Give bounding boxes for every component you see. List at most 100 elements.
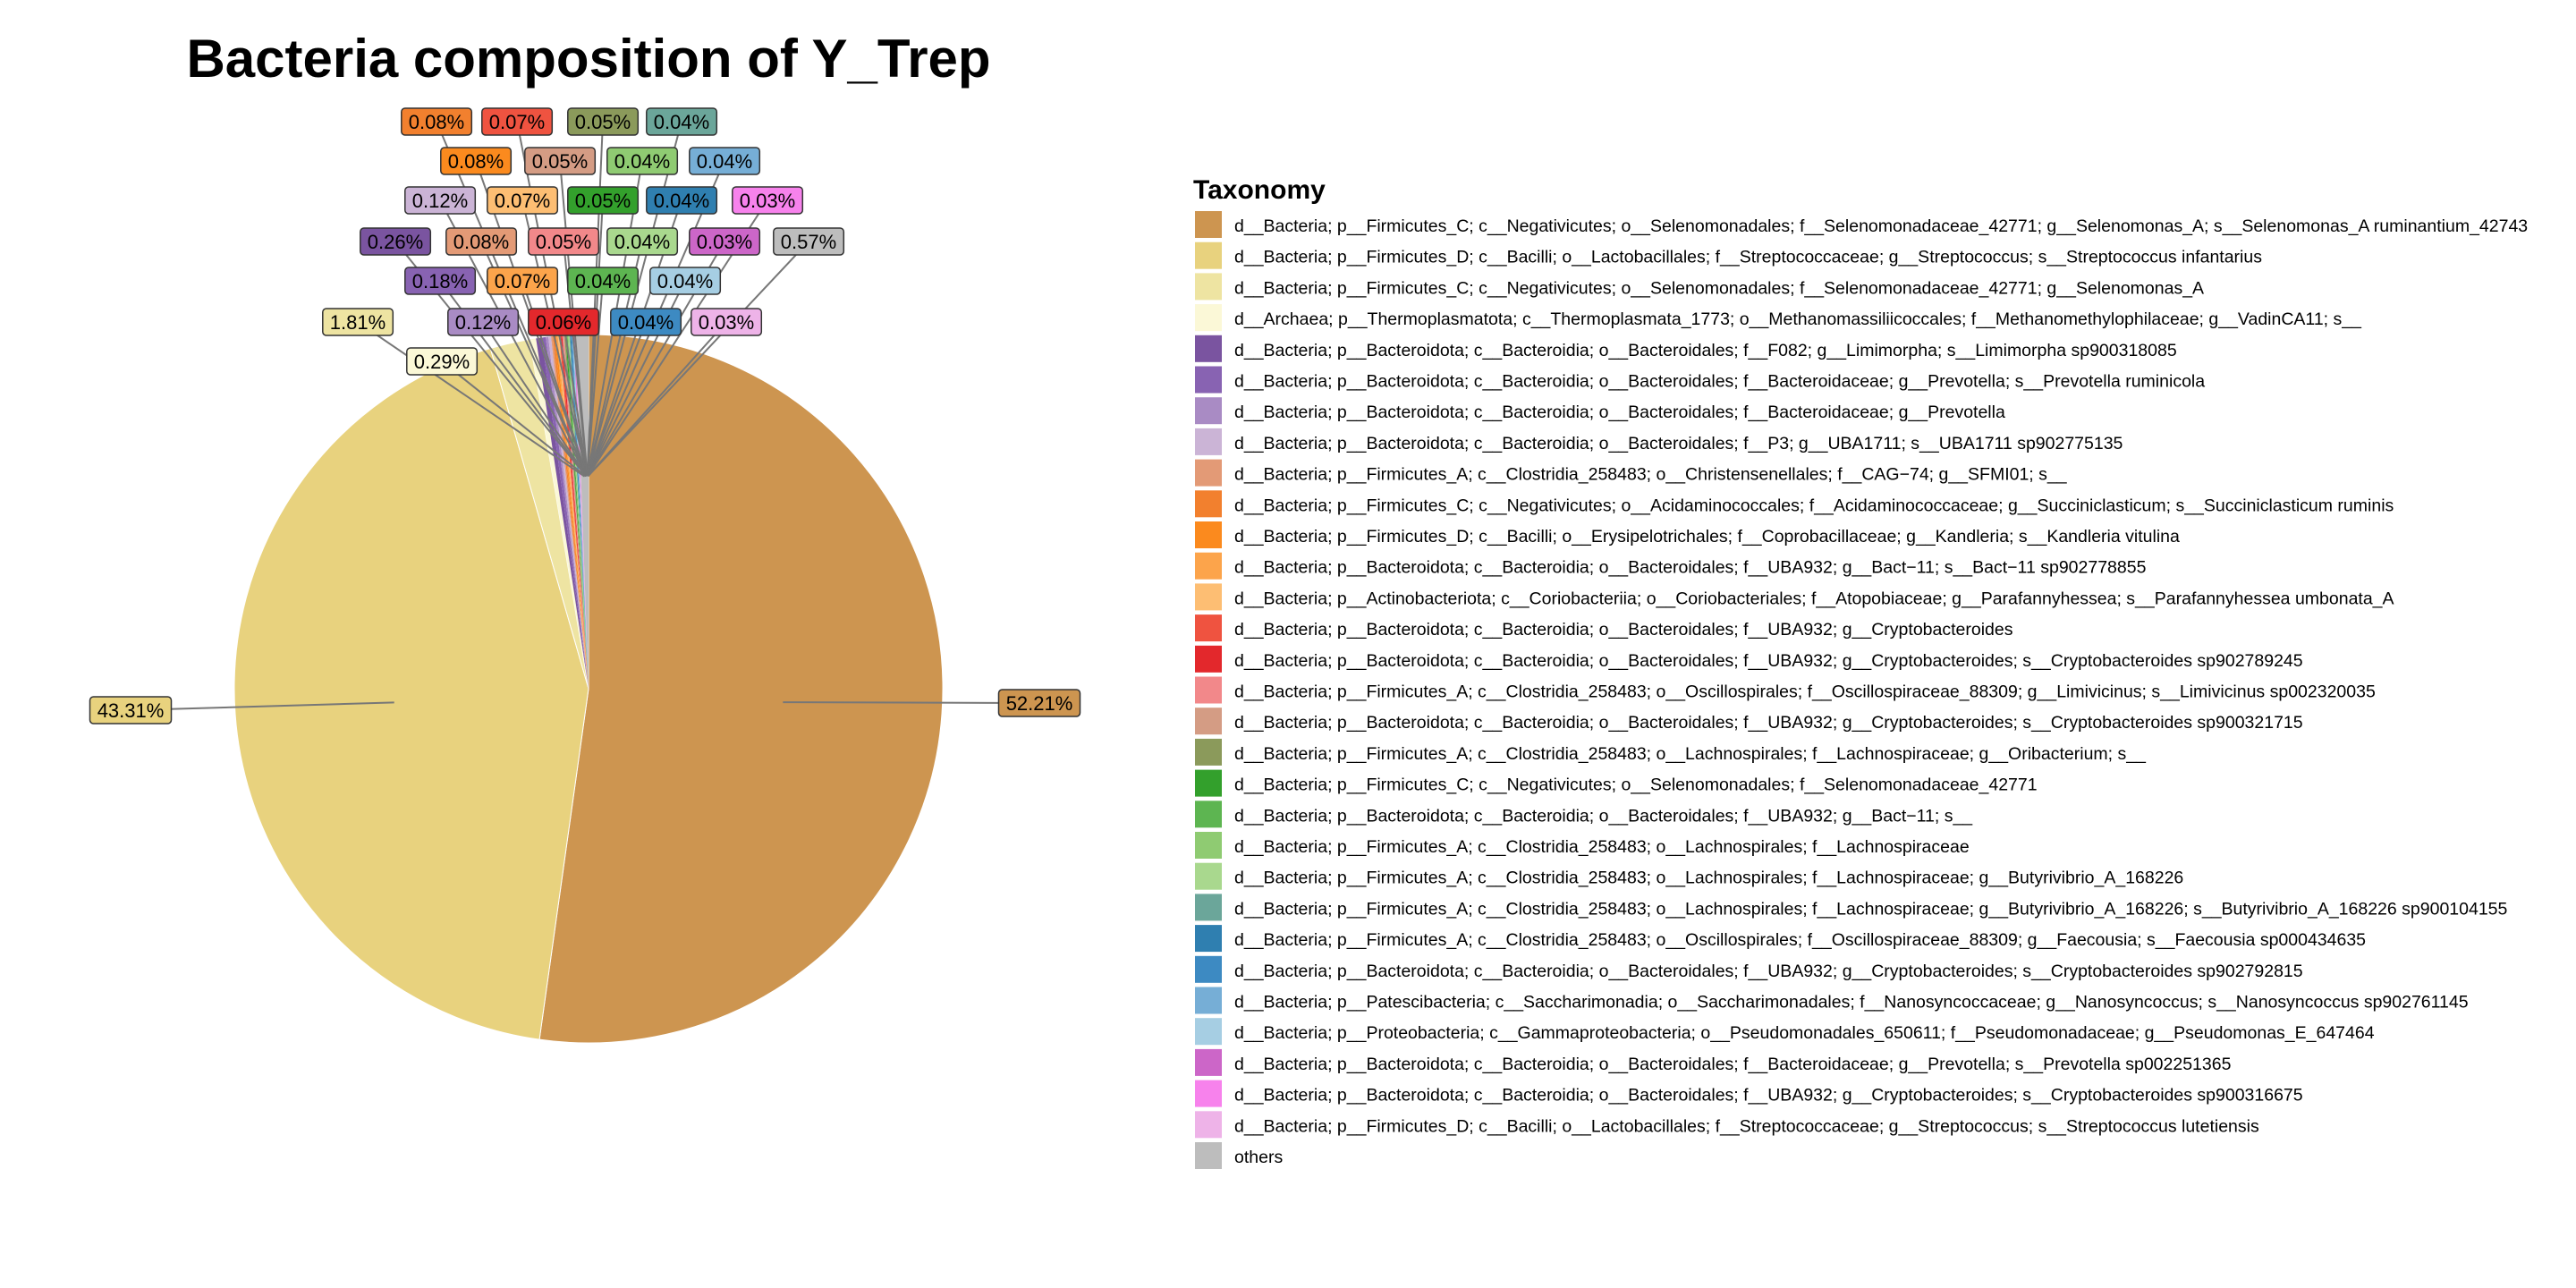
svg-text:0.07%: 0.07%	[489, 111, 545, 133]
legend-key	[1195, 552, 1222, 580]
pie-slice-29	[574, 335, 589, 689]
legend-item-18: d__Bacteria; p__Firmicutes_A; c__Clostri…	[1195, 738, 2147, 766]
svg-text:0.29%: 0.29%	[414, 351, 470, 373]
legend-item-23: d__Bacteria; p__Firmicutes_A; c__Clostri…	[1195, 894, 2508, 921]
legend-label: d__Bacteria; p__Bacteroidota; c__Bactero…	[1234, 434, 2123, 453]
legend-item-19: d__Bacteria; p__Firmicutes_C; c__Negativ…	[1195, 769, 2038, 797]
pct-label-20: 0.04%	[567, 267, 640, 295]
legend-key	[1195, 1142, 1222, 1169]
legend-label: d__Bacteria; p__Firmicutes_C; c__Negativ…	[1234, 496, 2394, 515]
legend-label: d__Bacteria; p__Bacteroidota; c__Bactero…	[1234, 372, 2205, 392]
pct-label-18: 0.05%	[567, 107, 640, 136]
legend-key	[1195, 335, 1222, 362]
pie-slice-10	[553, 335, 589, 689]
svg-text:1.81%: 1.81%	[330, 311, 386, 334]
legend-label: d__Bacteria; p__Bacteroidota; c__Bactero…	[1234, 402, 2005, 422]
pie-slice-9	[551, 336, 589, 689]
leader-line-2	[130, 701, 394, 711]
legend-label: d__Bacteria; p__Firmicutes_D; c__Bacilli…	[1234, 527, 2180, 547]
legend-item-10: d__Bacteria; p__Firmicutes_C; c__Negativ…	[1195, 490, 2394, 518]
leader-line-19	[586, 199, 604, 477]
legend-key	[1195, 987, 1222, 1014]
pct-label-9: 0.08%	[445, 227, 518, 256]
leader-line-25	[587, 321, 647, 477]
legend-item-9: d__Bacteria; p__Firmicutes_A; c__Clostri…	[1195, 459, 2068, 487]
legend-item-17: d__Bacteria; p__Bacteroidota; c__Bactero…	[1195, 708, 2303, 735]
pie-slice-6	[541, 336, 589, 689]
legend-item-31: others	[1195, 1142, 1283, 1169]
pct-label-26: 0.04%	[689, 147, 761, 175]
pct-label-2: 43.31%	[89, 696, 173, 724]
leader-line-31	[587, 241, 809, 477]
legend-key	[1195, 1080, 1222, 1107]
legend-key	[1195, 676, 1222, 704]
pct-label-7: 0.12%	[447, 308, 520, 336]
legend-item-12: d__Bacteria; p__Bacteroidota; c__Bactero…	[1195, 552, 2147, 580]
legend-label: d__Bacteria; p__Bacteroidota; c__Bactero…	[1234, 713, 2303, 733]
svg-text:0.05%: 0.05%	[575, 111, 631, 133]
legend-label: d__Bacteria; p__Bacteroidota; c__Bactero…	[1234, 341, 2177, 360]
svg-text:0.08%: 0.08%	[453, 231, 509, 253]
svg-text:0.03%: 0.03%	[697, 231, 752, 253]
leader-line-14	[516, 121, 589, 477]
legend-key	[1195, 521, 1222, 548]
legend-label: d__Bacteria; p__Firmicutes_A; c__Clostri…	[1234, 744, 2147, 764]
pct-label-24: 0.04%	[646, 186, 718, 215]
legend-label: d__Bacteria; p__Firmicutes_C; c__Negativ…	[1234, 775, 2038, 795]
legend-label: others	[1234, 1148, 1283, 1167]
legend-key	[1195, 925, 1222, 953]
svg-text:0.08%: 0.08%	[448, 150, 504, 173]
legend-label: d__Bacteria; p__Actinobacteriota; c__Cor…	[1234, 589, 2394, 608]
svg-text:0.04%: 0.04%	[614, 231, 670, 253]
svg-text:0.12%: 0.12%	[412, 190, 468, 212]
pie-slice-22	[568, 335, 589, 689]
pct-label-5: 0.26%	[360, 227, 432, 256]
legend-item-24: d__Bacteria; p__Firmicutes_A; c__Clostri…	[1195, 925, 2366, 953]
legend-key	[1195, 304, 1222, 332]
legend-key	[1195, 1111, 1222, 1139]
legend-label: d__Bacteria; p__Bacteroidota; c__Bactero…	[1234, 1055, 2232, 1074]
legend-label: d__Bacteria; p__Firmicutes_A; c__Clostri…	[1234, 930, 2366, 950]
pie-slice-20	[566, 335, 589, 689]
leader-line-1	[783, 701, 1040, 704]
legend-key	[1195, 769, 1222, 797]
svg-text:0.05%: 0.05%	[532, 150, 588, 173]
legend-item-4: d__Archaea; p__Thermoplasmatota; c__Ther…	[1195, 304, 2362, 332]
legend-item-7: d__Bacteria; p__Bacteroidota; c__Bactero…	[1195, 397, 2005, 425]
svg-text:0.04%: 0.04%	[654, 111, 709, 133]
legend-label: d__Bacteria; p__Firmicutes_D; c__Bacilli…	[1234, 248, 2262, 267]
svg-text:0.05%: 0.05%	[575, 190, 631, 212]
legend-key	[1195, 242, 1222, 269]
svg-text:0.12%: 0.12%	[455, 311, 511, 334]
legend-item-22: d__Bacteria; p__Firmicutes_A; c__Clostri…	[1195, 862, 2183, 890]
legend-key	[1195, 273, 1222, 301]
legend-label: d__Bacteria; p__Proteobacteria; c__Gamma…	[1234, 1023, 2375, 1043]
svg-text:0.04%: 0.04%	[657, 270, 713, 292]
pct-label-4: 0.29%	[406, 347, 479, 376]
svg-text:0.06%: 0.06%	[536, 311, 591, 334]
pct-label-23: 0.04%	[646, 107, 718, 136]
legend-item-8: d__Bacteria; p__Bacteroidota; c__Bactero…	[1195, 428, 2123, 455]
legend-label: d__Bacteria; p__Firmicutes_C; c__Negativ…	[1234, 278, 2204, 298]
legend-label: d__Bacteria; p__Bacteroidota; c__Bactero…	[1234, 806, 1973, 826]
legend-label: d__Bacteria; p__Bacteroidota; c__Bactero…	[1234, 1086, 2303, 1106]
percentage-labels: 52.21% 43.31% 1.81% 0.29% 0.26% 0.18% 0.12% 0.1…	[89, 107, 1081, 724]
pie-slice-7	[546, 336, 589, 689]
legend-key	[1195, 708, 1222, 735]
pct-label-21: 0.04%	[606, 147, 679, 175]
legend: d__Bacteria; p__Firmicutes_C; c__Negativ…	[1195, 211, 2528, 1169]
svg-text:0.04%: 0.04%	[697, 150, 752, 173]
legend-key	[1195, 955, 1222, 983]
leader-line-4	[441, 360, 587, 478]
svg-text:0.04%: 0.04%	[575, 270, 631, 292]
legend-key	[1195, 428, 1222, 455]
leader-line-20	[586, 280, 604, 477]
leader-line-3	[357, 321, 586, 478]
legend-label: d__Bacteria; p__Bacteroidota; c__Bactero…	[1234, 558, 2147, 578]
legend-item-30: d__Bacteria; p__Firmicutes_D; c__Bacilli…	[1195, 1111, 2259, 1139]
pct-label-1: 52.21%	[997, 689, 1081, 717]
legend-item-25: d__Bacteria; p__Bacteroidota; c__Bactero…	[1195, 955, 2303, 983]
legend-item-20: d__Bacteria; p__Bacteroidota; c__Bactero…	[1195, 801, 1973, 828]
